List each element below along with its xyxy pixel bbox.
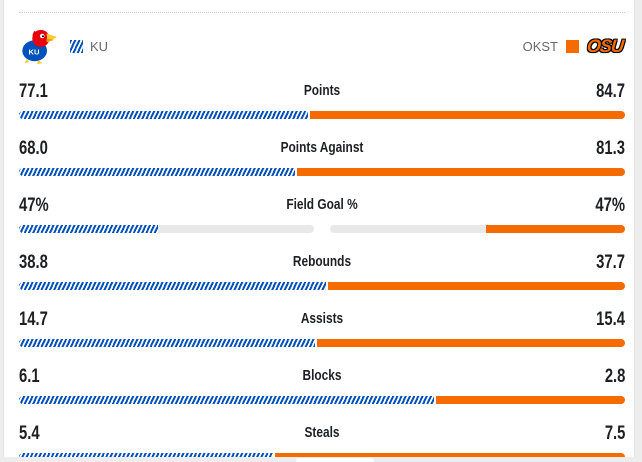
team-left[interactable]: KU KU bbox=[19, 27, 108, 65]
stat-row: 38.8 Rebounds 37.7 bbox=[19, 250, 625, 307]
stat-row: 5.4 Steals 7.5 bbox=[19, 421, 625, 457]
right-team-value: 37.7 bbox=[596, 252, 625, 273]
left-team-segment bbox=[19, 396, 435, 404]
stacked-comparison-bar bbox=[19, 339, 625, 347]
stat-label: Field Goal % bbox=[286, 197, 358, 213]
stat-row: 14.7 Assists 15.4 bbox=[19, 307, 625, 364]
right-team-segment bbox=[314, 339, 625, 347]
stacked-comparison-bar bbox=[19, 111, 625, 119]
right-team-segment bbox=[326, 282, 625, 290]
stat-row: 47% Field Goal % 47% bbox=[19, 193, 625, 250]
right-team-segment bbox=[295, 168, 625, 176]
stacked-comparison-bar bbox=[19, 168, 625, 176]
right-team-value: 7.5 bbox=[604, 423, 625, 444]
stat-rows: 77.1 Points 84.7 68.0 Points Against 81.… bbox=[19, 79, 625, 457]
left-team-value: 47% bbox=[19, 195, 49, 216]
left-team-value: 77.1 bbox=[19, 81, 48, 102]
ku-color-swatch bbox=[70, 39, 83, 53]
ku-abbrev: KU bbox=[90, 38, 109, 54]
okst-osu-logo: OSU bbox=[585, 35, 625, 56]
stat-row: 68.0 Points Against 81.3 bbox=[19, 136, 625, 193]
left-team-value: 14.7 bbox=[19, 309, 48, 330]
okst-color-swatch bbox=[565, 39, 579, 53]
okst-abbrev: OKST bbox=[522, 38, 558, 54]
left-team-value: 68.0 bbox=[19, 138, 48, 159]
left-team-value: 6.1 bbox=[19, 366, 40, 387]
stat-label: Blocks bbox=[302, 368, 342, 384]
team-right[interactable]: OKST OSU bbox=[523, 36, 625, 57]
comparison-header: KU KU OKST OSU bbox=[19, 13, 625, 79]
stat-label: Assists bbox=[300, 311, 344, 327]
stat-label: Points Against bbox=[280, 140, 364, 156]
right-team-value: 84.7 bbox=[596, 81, 625, 102]
left-team-value: 38.8 bbox=[19, 252, 48, 273]
left-team-value: 5.4 bbox=[19, 423, 40, 444]
right-team-value: 47% bbox=[595, 195, 625, 216]
left-team-segment bbox=[19, 111, 309, 119]
bottom-page-strip bbox=[0, 457, 642, 462]
right-team-value: 15.4 bbox=[596, 309, 625, 330]
left-team-segment bbox=[19, 453, 273, 457]
left-team-segment bbox=[19, 339, 315, 347]
left-track bbox=[19, 225, 314, 233]
stat-label: Steals bbox=[304, 425, 340, 441]
stacked-comparison-bar bbox=[19, 282, 625, 290]
stat-label: Rebounds bbox=[292, 254, 352, 270]
bottom-notch bbox=[296, 458, 374, 462]
left-team-segment bbox=[19, 168, 296, 176]
stat-row: 6.1 Blocks 2.8 bbox=[19, 364, 625, 421]
right-team-segment bbox=[272, 453, 625, 457]
right-team-fill bbox=[486, 225, 625, 233]
svg-text:KU: KU bbox=[29, 48, 40, 57]
ku-jayhawk-logo: KU bbox=[22, 29, 57, 65]
stat-label: Points bbox=[303, 83, 341, 99]
right-team-segment bbox=[434, 396, 625, 404]
percent-comparison-bar bbox=[19, 225, 625, 233]
stacked-comparison-bar bbox=[19, 396, 625, 404]
team-comparison-card: KU KU OKST OSU 77.1 Points 84.7 68.0 Poi… bbox=[3, 0, 635, 457]
right-team-value: 2.8 bbox=[604, 366, 625, 387]
right-track bbox=[330, 225, 625, 233]
stacked-comparison-bar bbox=[19, 453, 625, 457]
stat-row: 77.1 Points 84.7 bbox=[19, 79, 625, 136]
left-team-segment bbox=[19, 282, 327, 290]
top-dotted-divider bbox=[19, 12, 625, 13]
right-team-segment bbox=[308, 111, 625, 119]
right-team-value: 81.3 bbox=[596, 138, 625, 159]
left-team-fill bbox=[19, 225, 158, 233]
